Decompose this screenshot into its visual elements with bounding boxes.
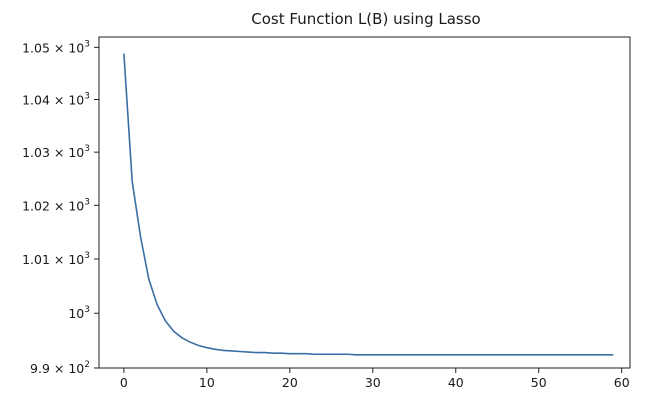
y-tick-mantissa: 10 (68, 306, 84, 321)
plot-area-frame (98, 36, 631, 369)
y-tick-exponent: 3 (84, 92, 90, 102)
y-tick-mantissa: 9.9 × 10 (30, 361, 84, 376)
y-tick-label: 103 (68, 305, 90, 321)
x-tick-label: 10 (199, 375, 215, 390)
y-tick-label: 1.03 × 103 (22, 144, 90, 160)
y-tick-exponent: 3 (84, 251, 90, 261)
y-tick-mantissa: 1.03 × 10 (22, 145, 84, 160)
y-tick-label: 1.01 × 103 (22, 251, 90, 267)
x-tick-label: 20 (282, 375, 298, 390)
y-tick-mantissa: 1.05 × 10 (22, 40, 84, 55)
y-tick-label: 9.9 × 102 (30, 360, 90, 376)
x-tick-label: 0 (120, 375, 128, 390)
y-tick-exponent: 3 (84, 39, 90, 49)
y-tick-mantissa: 1.02 × 10 (22, 198, 84, 213)
chart-title: Cost Function L(B) using Lasso (251, 10, 480, 28)
x-tick-label: 50 (531, 375, 547, 390)
x-tick-label: 60 (614, 375, 630, 390)
series-layer (123, 53, 614, 356)
cost-series-line (123, 53, 614, 356)
y-tick-exponent: 3 (84, 305, 90, 315)
y-tick-mantissa: 1.01 × 10 (22, 252, 84, 267)
x-tick-label: 40 (448, 375, 464, 390)
x-tick-label: 30 (365, 375, 381, 390)
y-tick-label: 1.04 × 103 (22, 92, 90, 108)
x-axis: 0 10 20 30 40 50 60 (120, 368, 630, 390)
y-tick-exponent: 3 (84, 144, 90, 154)
y-tick-exponent: 3 (84, 197, 90, 207)
y-tick-label: 1.02 × 103 (22, 197, 90, 213)
y-tick-mantissa: 1.04 × 10 (22, 93, 84, 108)
y-tick-exponent: 2 (84, 360, 90, 370)
y-tick-label: 1.05 × 103 (22, 39, 90, 55)
